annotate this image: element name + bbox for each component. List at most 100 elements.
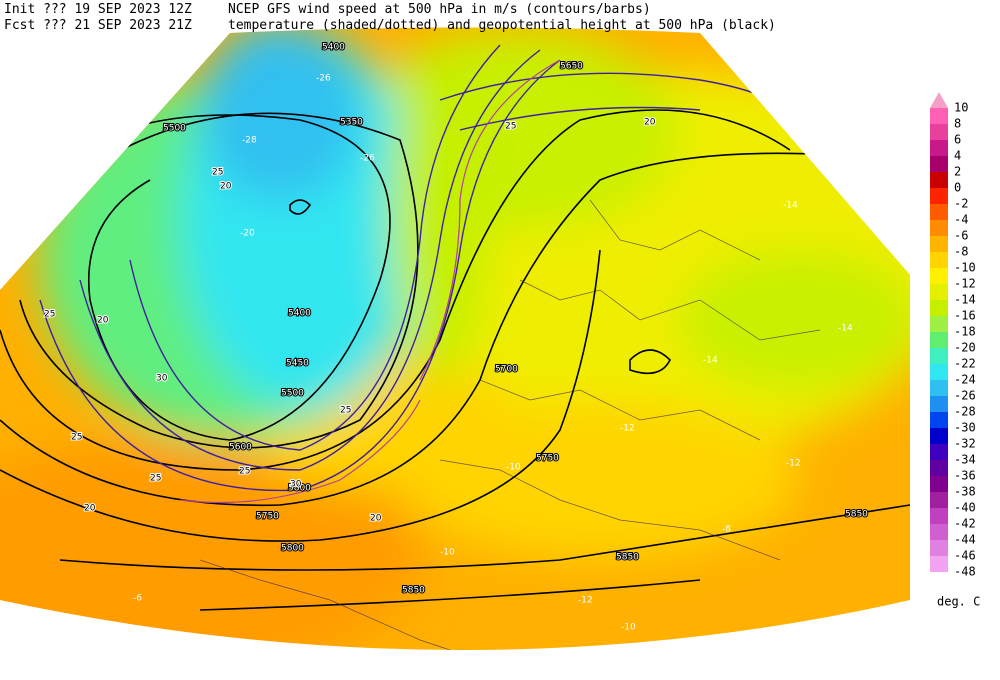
colorbar-band <box>930 268 948 284</box>
colorbar-label: -40 <box>954 501 976 515</box>
wind-label: 30 <box>156 374 168 384</box>
colorbar-band <box>930 332 948 348</box>
wind-label: 20 <box>220 182 232 192</box>
colorbar-band <box>930 108 948 124</box>
height-label: 5650 <box>560 62 583 72</box>
colorbar-label: -4 <box>954 213 968 227</box>
temperature-label: -8 <box>722 525 731 535</box>
colorbar-label: -14 <box>954 293 976 307</box>
colorbar-band <box>930 316 948 332</box>
colorbar-band <box>930 172 948 188</box>
colorbar-label: -36 <box>954 469 976 483</box>
wind-label: 30 <box>290 480 302 490</box>
temperature-label: -12 <box>578 596 593 606</box>
height-label: 5350 <box>340 118 363 128</box>
colorbar-label: 8 <box>954 117 961 131</box>
init-text: Init ??? 19 SEP 2023 12Z <box>4 2 192 17</box>
height-label: 5850 <box>845 510 868 520</box>
temperature-label: -26 <box>316 74 331 84</box>
colorbar-band <box>930 508 948 524</box>
colorbar-label: 6 <box>954 133 961 147</box>
temperature-label: -10 <box>621 623 636 633</box>
height-label: 5800 <box>288 484 311 494</box>
colorbar-label: -22 <box>954 357 976 371</box>
colorbar-label: -6 <box>954 229 968 243</box>
fcst-text: Fcst ??? 21 SEP 2023 21Z <box>4 18 192 33</box>
colorbar-label: -18 <box>954 325 976 339</box>
colorbar-label: -38 <box>954 485 976 499</box>
height-label: 5850 <box>402 586 425 596</box>
colorbar-band <box>930 524 948 540</box>
colorbar-unit: deg. C <box>937 595 980 609</box>
wind-label: 25 <box>505 122 516 132</box>
colorbar-band <box>930 380 948 396</box>
temperature-label: -14 <box>703 356 718 366</box>
colorbar-label: -44 <box>954 533 976 547</box>
colorbar-band <box>930 140 948 156</box>
colorbar-band <box>930 236 948 252</box>
title-line: temperature (shaded/dotted) and geopoten… <box>228 18 776 33</box>
colorbar-label: -12 <box>954 277 976 291</box>
wind-label: 25 <box>44 310 55 320</box>
height-label: 5500 <box>163 124 186 134</box>
colorbar-label: -20 <box>954 341 976 355</box>
wind-label: 25 <box>71 433 82 443</box>
height-label: 5600 <box>229 443 252 453</box>
height-label: 5700 <box>495 365 518 375</box>
colorbar-band <box>930 252 948 268</box>
height-label: 5800 <box>281 544 304 554</box>
colorbar-label: 0 <box>954 181 961 195</box>
temperature-label: -12 <box>620 424 635 434</box>
colorbar-band <box>930 412 948 428</box>
colorbar-label: -32 <box>954 437 976 451</box>
colorbar-label: -8 <box>954 245 968 259</box>
title-line: NCEP GFS wind speed at 500 hPa in m/s (c… <box>228 2 651 17</box>
wind-label: 20 <box>84 504 96 514</box>
height-label: 5500 <box>281 389 304 399</box>
colorbar-label: -34 <box>954 453 976 467</box>
colorbar-band <box>930 364 948 380</box>
wind-label: 25 <box>212 168 223 178</box>
wind-label: 20 <box>644 118 656 128</box>
temperature-label: -14 <box>838 324 853 334</box>
colorbar-band <box>930 124 948 140</box>
colorbar-label: -26 <box>954 389 976 403</box>
colorbar-band <box>930 492 948 508</box>
colorbar-label: -2 <box>954 197 968 211</box>
colorbar-band <box>930 476 948 492</box>
temperature-label: -12 <box>786 459 801 469</box>
colorbar-label: -48 <box>954 565 976 579</box>
colorbar-band <box>930 204 948 220</box>
height-label: 5750 <box>256 512 279 522</box>
colorbar-label: -10 <box>954 261 976 275</box>
wind-label: 25 <box>239 467 250 477</box>
colorbar-band <box>930 444 948 460</box>
colorbar-band <box>930 396 948 412</box>
temperature-label: -10 <box>506 463 521 473</box>
colorbar-band <box>930 188 948 204</box>
height-label: 5850 <box>616 553 639 563</box>
colorbar-arrow <box>930 92 948 108</box>
wind-label: 20 <box>370 514 382 524</box>
colorbar-band <box>930 556 948 572</box>
wind-label: 25 <box>150 474 161 484</box>
colorbar-label: 10 <box>954 101 968 115</box>
colorbar-label: 2 <box>954 165 961 179</box>
temperature-label: -20 <box>240 229 255 239</box>
colorbar-label: -28 <box>954 405 976 419</box>
height-label: 5400 <box>288 309 311 319</box>
temperature-label: -10 <box>440 548 455 558</box>
colorbar-band <box>930 300 948 316</box>
colorbar-band <box>930 460 948 476</box>
colorbar-band <box>930 348 948 364</box>
colorbar-band <box>930 220 948 236</box>
temperature-label: -28 <box>242 136 257 146</box>
colorbar-band <box>930 284 948 300</box>
height-label: 5400 <box>322 43 345 53</box>
colorbar-label: -30 <box>954 421 976 435</box>
wind-label: 20 <box>97 316 109 326</box>
colorbar-label: -42 <box>954 517 976 531</box>
height-label: 5450 <box>286 359 309 369</box>
colorbar-label: -46 <box>954 549 976 563</box>
